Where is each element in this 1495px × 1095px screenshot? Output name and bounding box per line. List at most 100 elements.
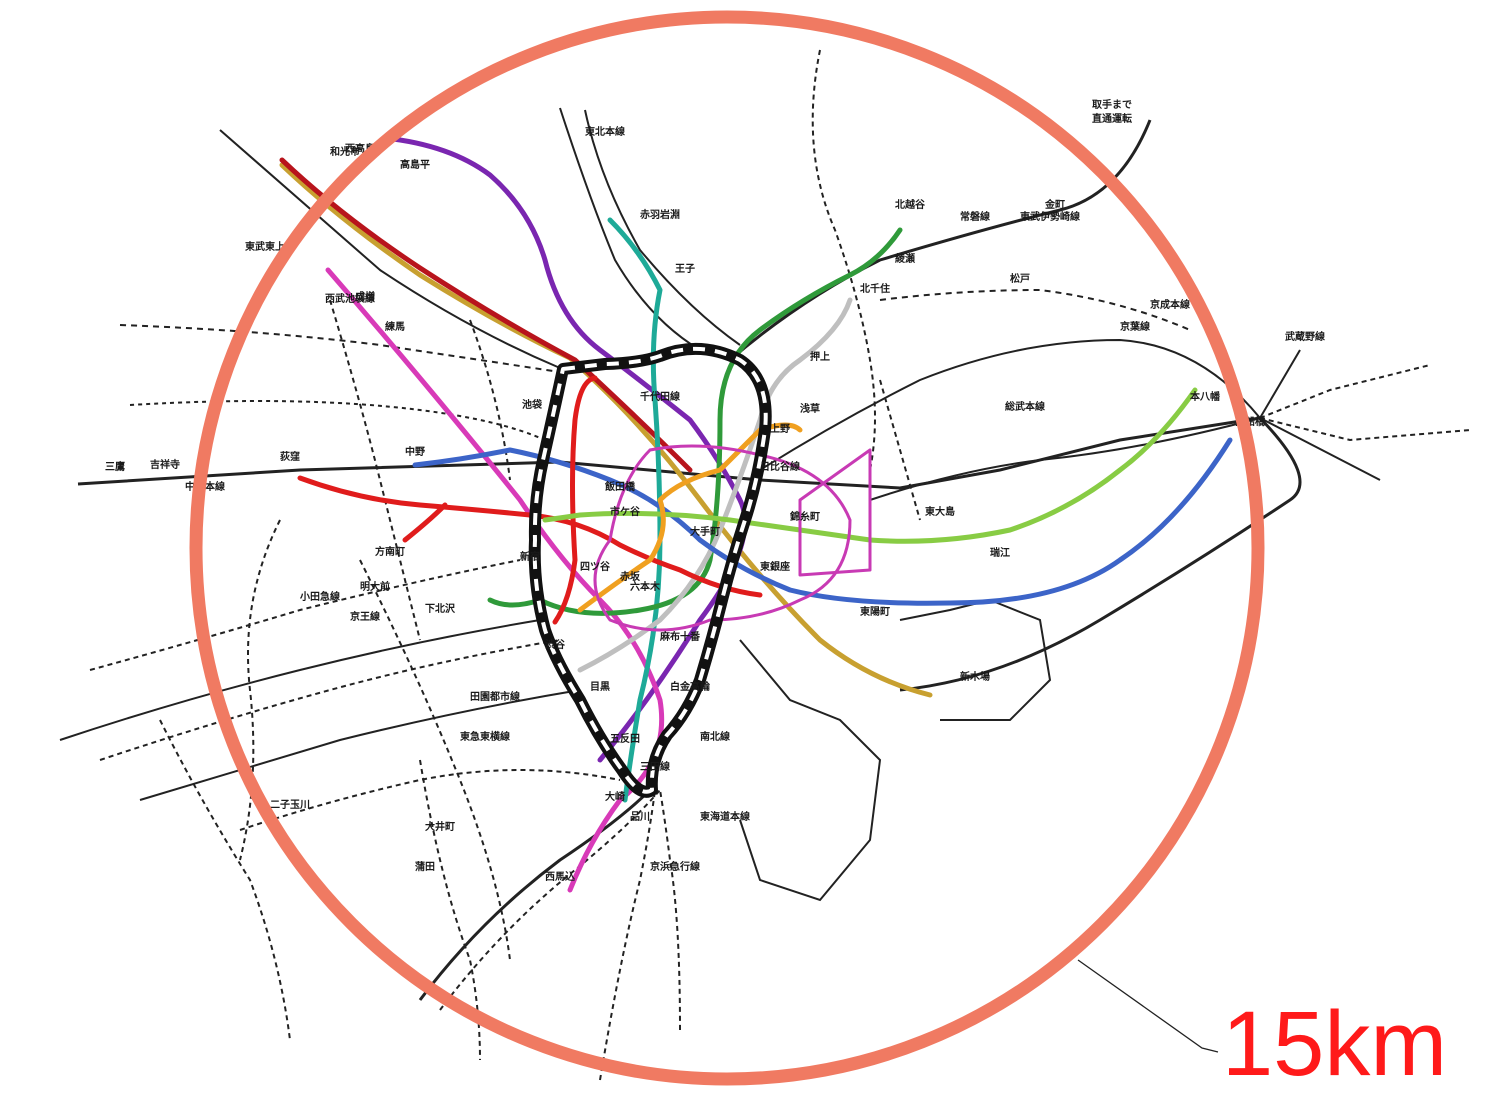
station-label: 直通運転	[1092, 112, 1132, 125]
station-label: 吉祥寺	[150, 458, 180, 471]
station-label: 大手町	[690, 525, 720, 538]
station-label: 方南町	[375, 545, 405, 558]
station-label: 本八幡	[1190, 390, 1221, 403]
station-label: 西馬込	[545, 870, 575, 883]
background-rail-25	[659, 789, 681, 1031]
station-label: 綾瀬	[895, 252, 915, 265]
station-label: 北千住	[860, 282, 890, 295]
background-rail-0	[77, 416, 1261, 490]
station-label: 常磐線	[960, 210, 990, 223]
station-label: 京葉線	[1120, 320, 1150, 333]
background-rail-20	[139, 689, 581, 801]
station-label: 田園都市線	[470, 690, 520, 703]
station-label: 王子	[675, 263, 695, 275]
station-label: 練馬	[385, 320, 405, 333]
station-label: 渋谷	[545, 638, 566, 651]
background-rail-1	[119, 324, 561, 373]
pink-loop-line-branch-1	[593, 444, 852, 632]
station-label: 京成本線	[1150, 298, 1190, 311]
station-label: 赤坂	[620, 570, 641, 583]
station-label: 上野	[770, 422, 790, 435]
teal-line	[607, 217, 663, 803]
station-label: 北越谷	[895, 198, 926, 211]
station-label: 千代田線	[640, 390, 680, 403]
background-rail-29	[899, 598, 1052, 721]
background-rail-15	[899, 416, 1302, 692]
station-label: 浅草	[800, 402, 820, 415]
station-label: 和光市	[329, 145, 360, 158]
station-label: 瑞江	[990, 546, 1010, 559]
background-rail-lines	[59, 49, 1471, 1081]
green-line	[487, 227, 903, 616]
station-label: 荻窪	[280, 450, 300, 463]
station-label: 南北線	[700, 730, 730, 743]
station-label: 新宿	[520, 550, 540, 563]
background-rail-11	[1259, 364, 1431, 419]
station-label: 錦糸町	[789, 510, 820, 523]
station-label: 飯田橋	[604, 480, 636, 493]
background-rail-2	[129, 400, 546, 441]
station-label: 大崎	[605, 790, 625, 803]
station-label: 大井町	[425, 820, 455, 833]
background-rail-33	[469, 319, 511, 481]
station-labels: 西高島平高島平東北本線赤羽岩淵王子取手まで直通運転北越谷北千住綾瀬金町松戸本八幡…	[105, 98, 1325, 883]
background-rail-13	[1259, 349, 1301, 419]
station-label: 取手まで	[1092, 98, 1132, 111]
station-label: 東銀座	[760, 560, 790, 573]
background-rail-5	[584, 109, 741, 346]
station-label: 金町	[1044, 198, 1065, 211]
scale-leader-line	[1077, 959, 1219, 1053]
station-label: 三田線	[640, 760, 670, 773]
background-rail-17	[59, 619, 541, 741]
background-rail-27	[359, 559, 511, 961]
background-rail-4	[559, 107, 701, 351]
station-label: 麻布十番	[659, 630, 701, 643]
subway-lines	[279, 135, 1233, 893]
station-label: 五反田	[610, 732, 640, 745]
background-rail-32	[879, 379, 921, 521]
gray-line	[577, 297, 853, 673]
station-label: 目黒	[590, 681, 610, 693]
background-rail-12	[1259, 417, 1471, 442]
background-rail-21	[239, 769, 621, 831]
station-label: 中野	[405, 445, 425, 458]
station-label: 高島平	[400, 158, 430, 171]
station-label: 明大前	[360, 580, 390, 593]
station-label: 京浜急行線	[650, 860, 700, 873]
background-rail-23	[439, 789, 661, 1011]
red-line-branch-1	[402, 502, 448, 543]
olive-line	[279, 162, 933, 698]
background-rail-10	[869, 417, 1261, 501]
station-label: 池袋	[522, 398, 543, 411]
station-label: 新木場	[960, 670, 990, 683]
red-line-branch-2	[552, 375, 598, 625]
station-label: 市ケ谷	[610, 505, 641, 518]
station-label: 西武池袋線	[325, 292, 375, 305]
station-label: 東大島	[925, 505, 955, 518]
station-label: 白金高輪	[670, 680, 711, 693]
station-label: 東武伊勢崎線	[1020, 210, 1080, 223]
station-label: 京王線	[350, 610, 380, 623]
background-rail-28	[739, 639, 882, 902]
station-label: 東海道本線	[700, 810, 750, 823]
station-label: 押上	[810, 350, 830, 363]
yamanote-loop-line	[528, 342, 772, 798]
background-rail-8	[879, 288, 1191, 331]
station-label: 東陽町	[860, 605, 890, 618]
magenta-line	[325, 267, 665, 893]
station-label: 蒲田	[415, 860, 435, 873]
station-label: 東北本線	[585, 125, 625, 138]
station-label: 東急東横線	[460, 730, 510, 743]
background-rail-19	[159, 719, 291, 1041]
background-rail-22	[418, 788, 652, 1001]
background-rail-24	[599, 789, 656, 1081]
station-label: 成増	[355, 290, 375, 303]
station-label: 武蔵野線	[1285, 330, 1325, 343]
background-rail-9	[759, 338, 1261, 471]
station-label: 下北沢	[425, 602, 456, 615]
dark-red-line	[279, 157, 693, 473]
background-rail-3	[219, 129, 561, 369]
scale-label: 15km	[1222, 993, 1447, 1095]
station-label: 品川	[630, 811, 650, 823]
